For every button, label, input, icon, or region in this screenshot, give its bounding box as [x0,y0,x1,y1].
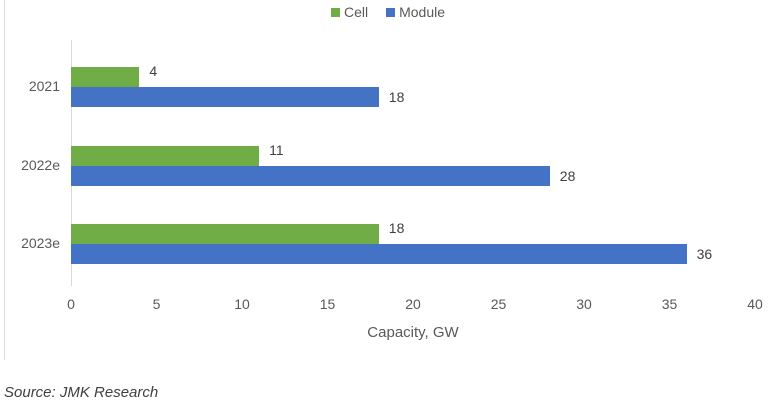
data-label: 4 [149,63,158,79]
legend-label-cell: Cell [343,4,369,20]
legend-label-module: Module [399,4,446,20]
cell-swatch-icon [330,7,340,17]
x-tick-label: 40 [747,296,763,312]
bar-module [71,166,550,186]
x-tick-label: 10 [234,296,250,312]
x-tick-label: 15 [319,296,336,312]
data-label: 28 [559,168,576,184]
source-note: Source: JMK Research [4,384,159,401]
x-tick-label: 35 [661,296,678,312]
bar-cell [71,67,140,87]
legend-item-cell: Cell [330,4,369,20]
x-tick-label: 0 [67,296,75,312]
bar-module [71,244,687,264]
x-tick-label: 5 [152,296,161,312]
category-label: 2022e [21,157,60,173]
category-label: 2023e [21,235,60,251]
x-tick-label: 20 [405,296,421,312]
bar-cell [71,146,260,166]
bar-cell [71,224,379,244]
frame-border [4,0,5,360]
chart-legend: Cell Module [0,4,768,20]
category-label: 2021 [28,78,60,94]
module-swatch-icon [386,7,396,17]
bar-module [71,87,379,107]
data-label: 36 [696,246,713,262]
legend-item-module: Module [386,4,445,20]
x-tick-label: 25 [490,296,507,312]
data-label: 18 [388,220,405,236]
x-axis-title: Capacity, GW [367,324,459,341]
data-label: 11 [269,142,284,158]
x-tick-label: 30 [576,296,592,312]
data-label: 18 [388,89,405,105]
